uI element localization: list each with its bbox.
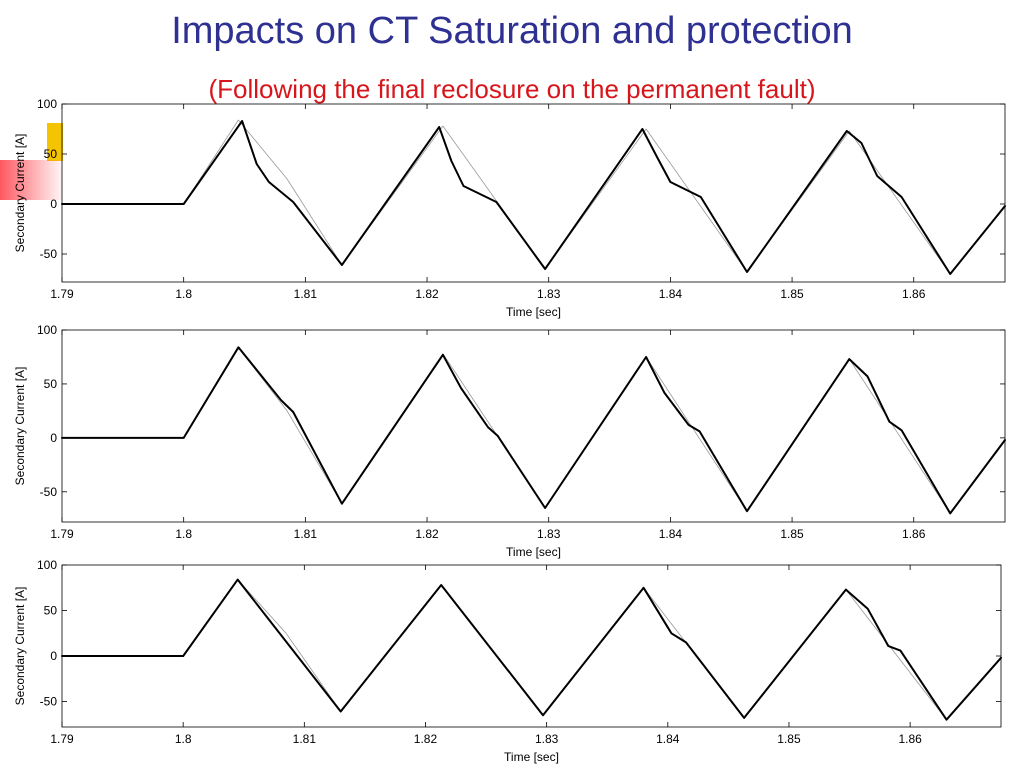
chart-1-xtick-label: 1.79 (50, 287, 74, 301)
chart-3-ytick-label: 50 (44, 604, 58, 618)
chart-2-ytick-label: 0 (50, 431, 57, 445)
chart-1-xtick-label: 1.8 (175, 287, 192, 301)
chart-2-xtick-label: 1.85 (780, 527, 804, 541)
chart-1-ytick-label: 100 (37, 97, 57, 111)
chart-2-xtick-label: 1.86 (902, 527, 926, 541)
chart-1-ytick-label: -50 (40, 247, 58, 261)
chart-2-ytick-label: 50 (44, 377, 58, 391)
chart-2-xtick-label: 1.8 (175, 527, 192, 541)
chart-3-ytick-label: 0 (50, 649, 57, 663)
chart-3-xtick-label: 1.85 (777, 732, 801, 746)
chart-1-ylabel: Secondary Current [A] (13, 134, 27, 253)
chart-3-xtick-label: 1.84 (656, 732, 680, 746)
chart-3-xtick-label: 1.81 (293, 732, 317, 746)
chart-2-xtick-label: 1.81 (294, 527, 318, 541)
chart-1-xlabel: Time [sec] (506, 305, 561, 319)
chart-2-xtick-label: 1.83 (537, 527, 561, 541)
chart-3-axes-box (61, 564, 1002, 728)
decorative-red-gradient (0, 160, 62, 200)
chart-3-xtick-label: 1.86 (898, 732, 922, 746)
chart-2-xlabel: Time [sec] (506, 545, 561, 559)
chart-1-ytick-label: 50 (44, 147, 58, 161)
chart-1-xtick-label: 1.81 (294, 287, 318, 301)
chart-2-xtick-label: 1.82 (415, 527, 439, 541)
chart-1-series-distorted-line (61, 120, 1006, 275)
chart-3-ytick-label: -50 (40, 695, 58, 709)
chart-1-xtick-label: 1.85 (780, 287, 804, 301)
chart-2-ylabel: Secondary Current [A] (13, 367, 27, 486)
chart-1-xtick-label: 1.86 (902, 287, 926, 301)
chart-1-xtick-label: 1.83 (537, 287, 561, 301)
chart-3-series-ideal-line (61, 579, 1002, 721)
chart-3-series-distorted-line (61, 578, 1002, 721)
chart-3-ytick-label: 100 (37, 558, 57, 572)
chart-1-xtick-label: 1.84 (659, 287, 683, 301)
chart-1-ytick-label: 0 (50, 197, 57, 211)
page-title: Impacts on CT Saturation and protection (171, 10, 853, 52)
chart-3-xtick-label: 1.83 (535, 732, 559, 746)
chart-1-axes-box (61, 103, 1006, 283)
chart-3-xtick-label: 1.82 (414, 732, 438, 746)
chart-3-xtick-label: 1.8 (175, 732, 192, 746)
chart-3-ylabel: Secondary Current [A] (13, 587, 27, 706)
chart-2-ytick-label: -50 (40, 485, 58, 499)
page-subtitle: (Following the final reclosure on the pe… (208, 74, 816, 104)
chart-2-xtick-label: 1.84 (659, 527, 683, 541)
chart-3-xlabel: Time [sec] (504, 750, 559, 764)
chart-3-xtick-label: 1.79 (50, 732, 74, 746)
chart-2-series-distorted-line (61, 346, 1006, 515)
decorative-yellow-bar (47, 123, 63, 161)
chart-2-axes-box (61, 329, 1006, 523)
chart-2-ytick-label: 100 (37, 323, 57, 337)
chart-2-xtick-label: 1.79 (50, 527, 74, 541)
chart-1-xtick-label: 1.82 (415, 287, 439, 301)
chart-1-series-ideal-line (61, 119, 1006, 275)
